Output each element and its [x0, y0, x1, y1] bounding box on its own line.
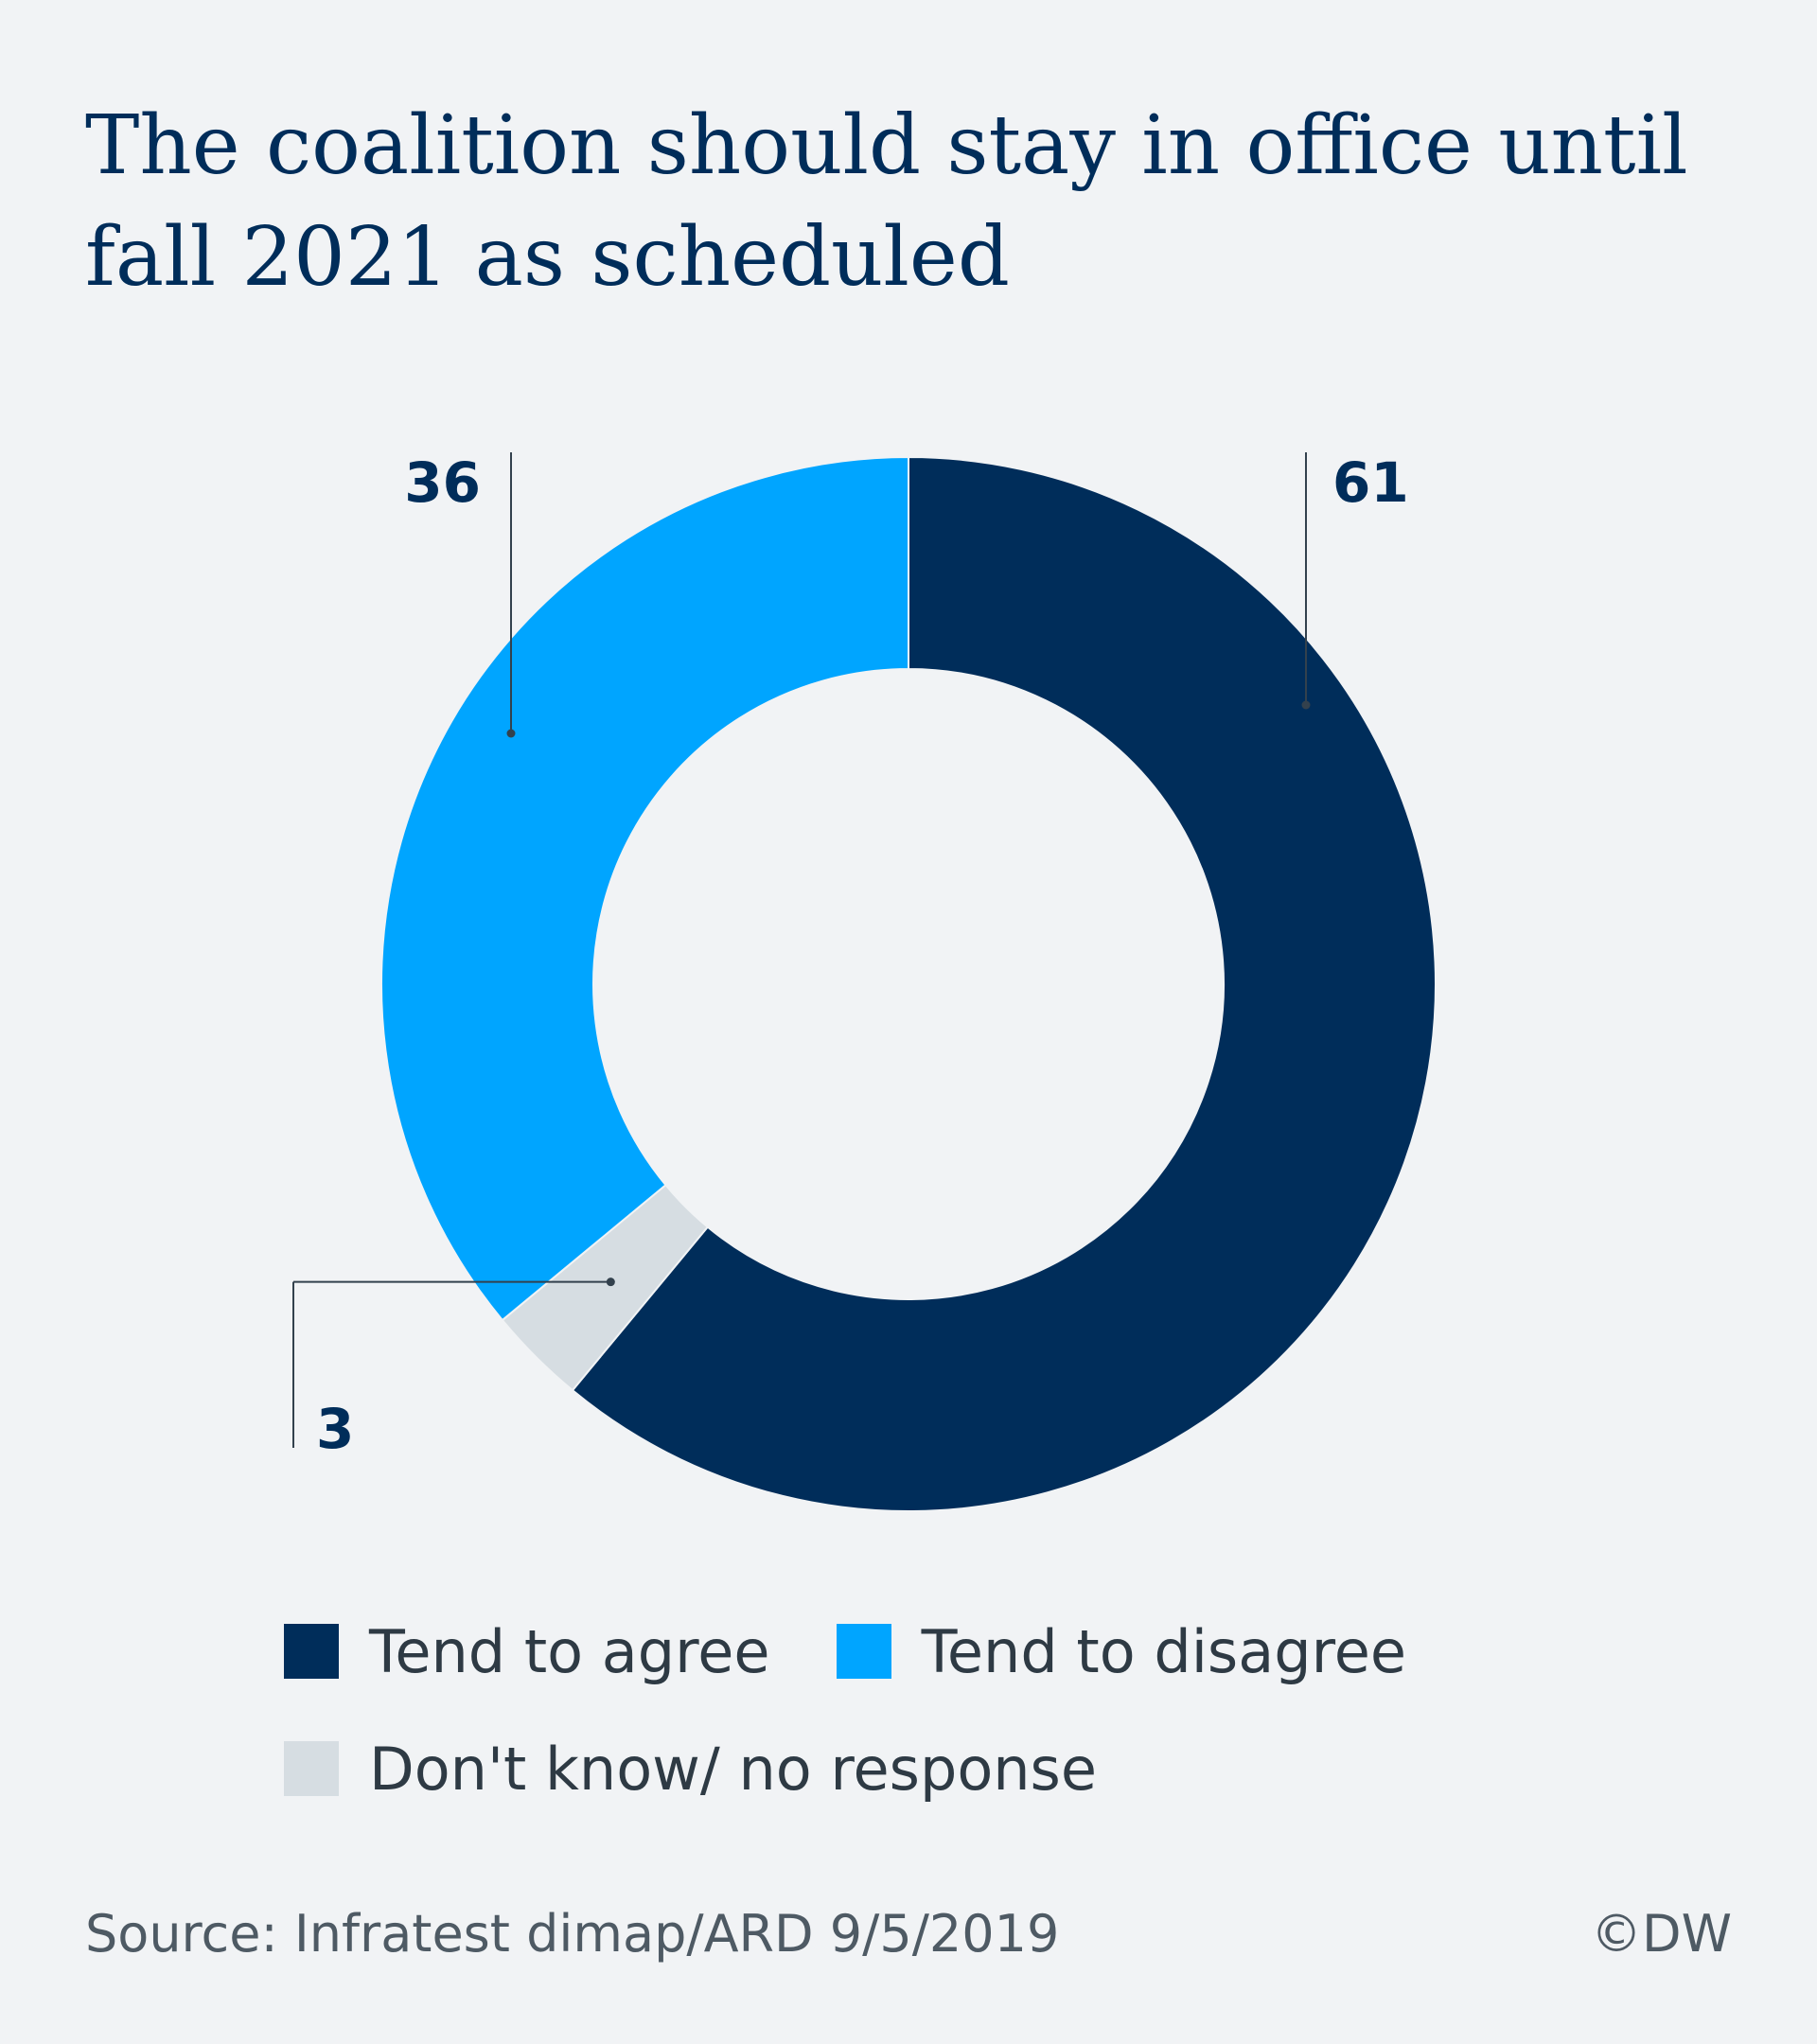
legend: Tend to agree Tend to disagree Don't kno…	[284, 1609, 1609, 1843]
slice-tend-to-disagree	[380, 455, 909, 1322]
legend-swatch-disagree	[836, 1624, 891, 1679]
legend-label-agree: Tend to agree	[369, 1616, 770, 1686]
value-label-disagree: 36	[404, 450, 481, 515]
copyright: ©DW	[1591, 1904, 1732, 1964]
value-label-dont-know: 3	[316, 1397, 354, 1461]
legend-item-tend-to-agree: Tend to agree	[284, 1617, 770, 1686]
legend-item-dont-know: Don't know/ no response	[284, 1735, 1097, 1804]
legend-label-disagree: Tend to disagree	[921, 1616, 1407, 1686]
source-note: Source: Infratest dimap/ARD 9/5/2019	[85, 1904, 1060, 1964]
legend-item-tend-to-disagree: Tend to disagree	[836, 1616, 1407, 1686]
value-label-agree: 61	[1332, 450, 1409, 515]
chart-title: The coalition should stay in office unti…	[85, 98, 1688, 305]
slice-tend-to-agree	[571, 455, 1437, 1512]
legend-row-2: Don't know/ no response	[284, 1726, 1609, 1811]
legend-swatch-agree	[284, 1624, 339, 1679]
legend-row-1: Tend to agree Tend to disagree	[284, 1609, 1609, 1694]
legend-label-dont-know: Don't know/ no response	[369, 1734, 1098, 1804]
legend-swatch-dont-know	[284, 1741, 339, 1796]
